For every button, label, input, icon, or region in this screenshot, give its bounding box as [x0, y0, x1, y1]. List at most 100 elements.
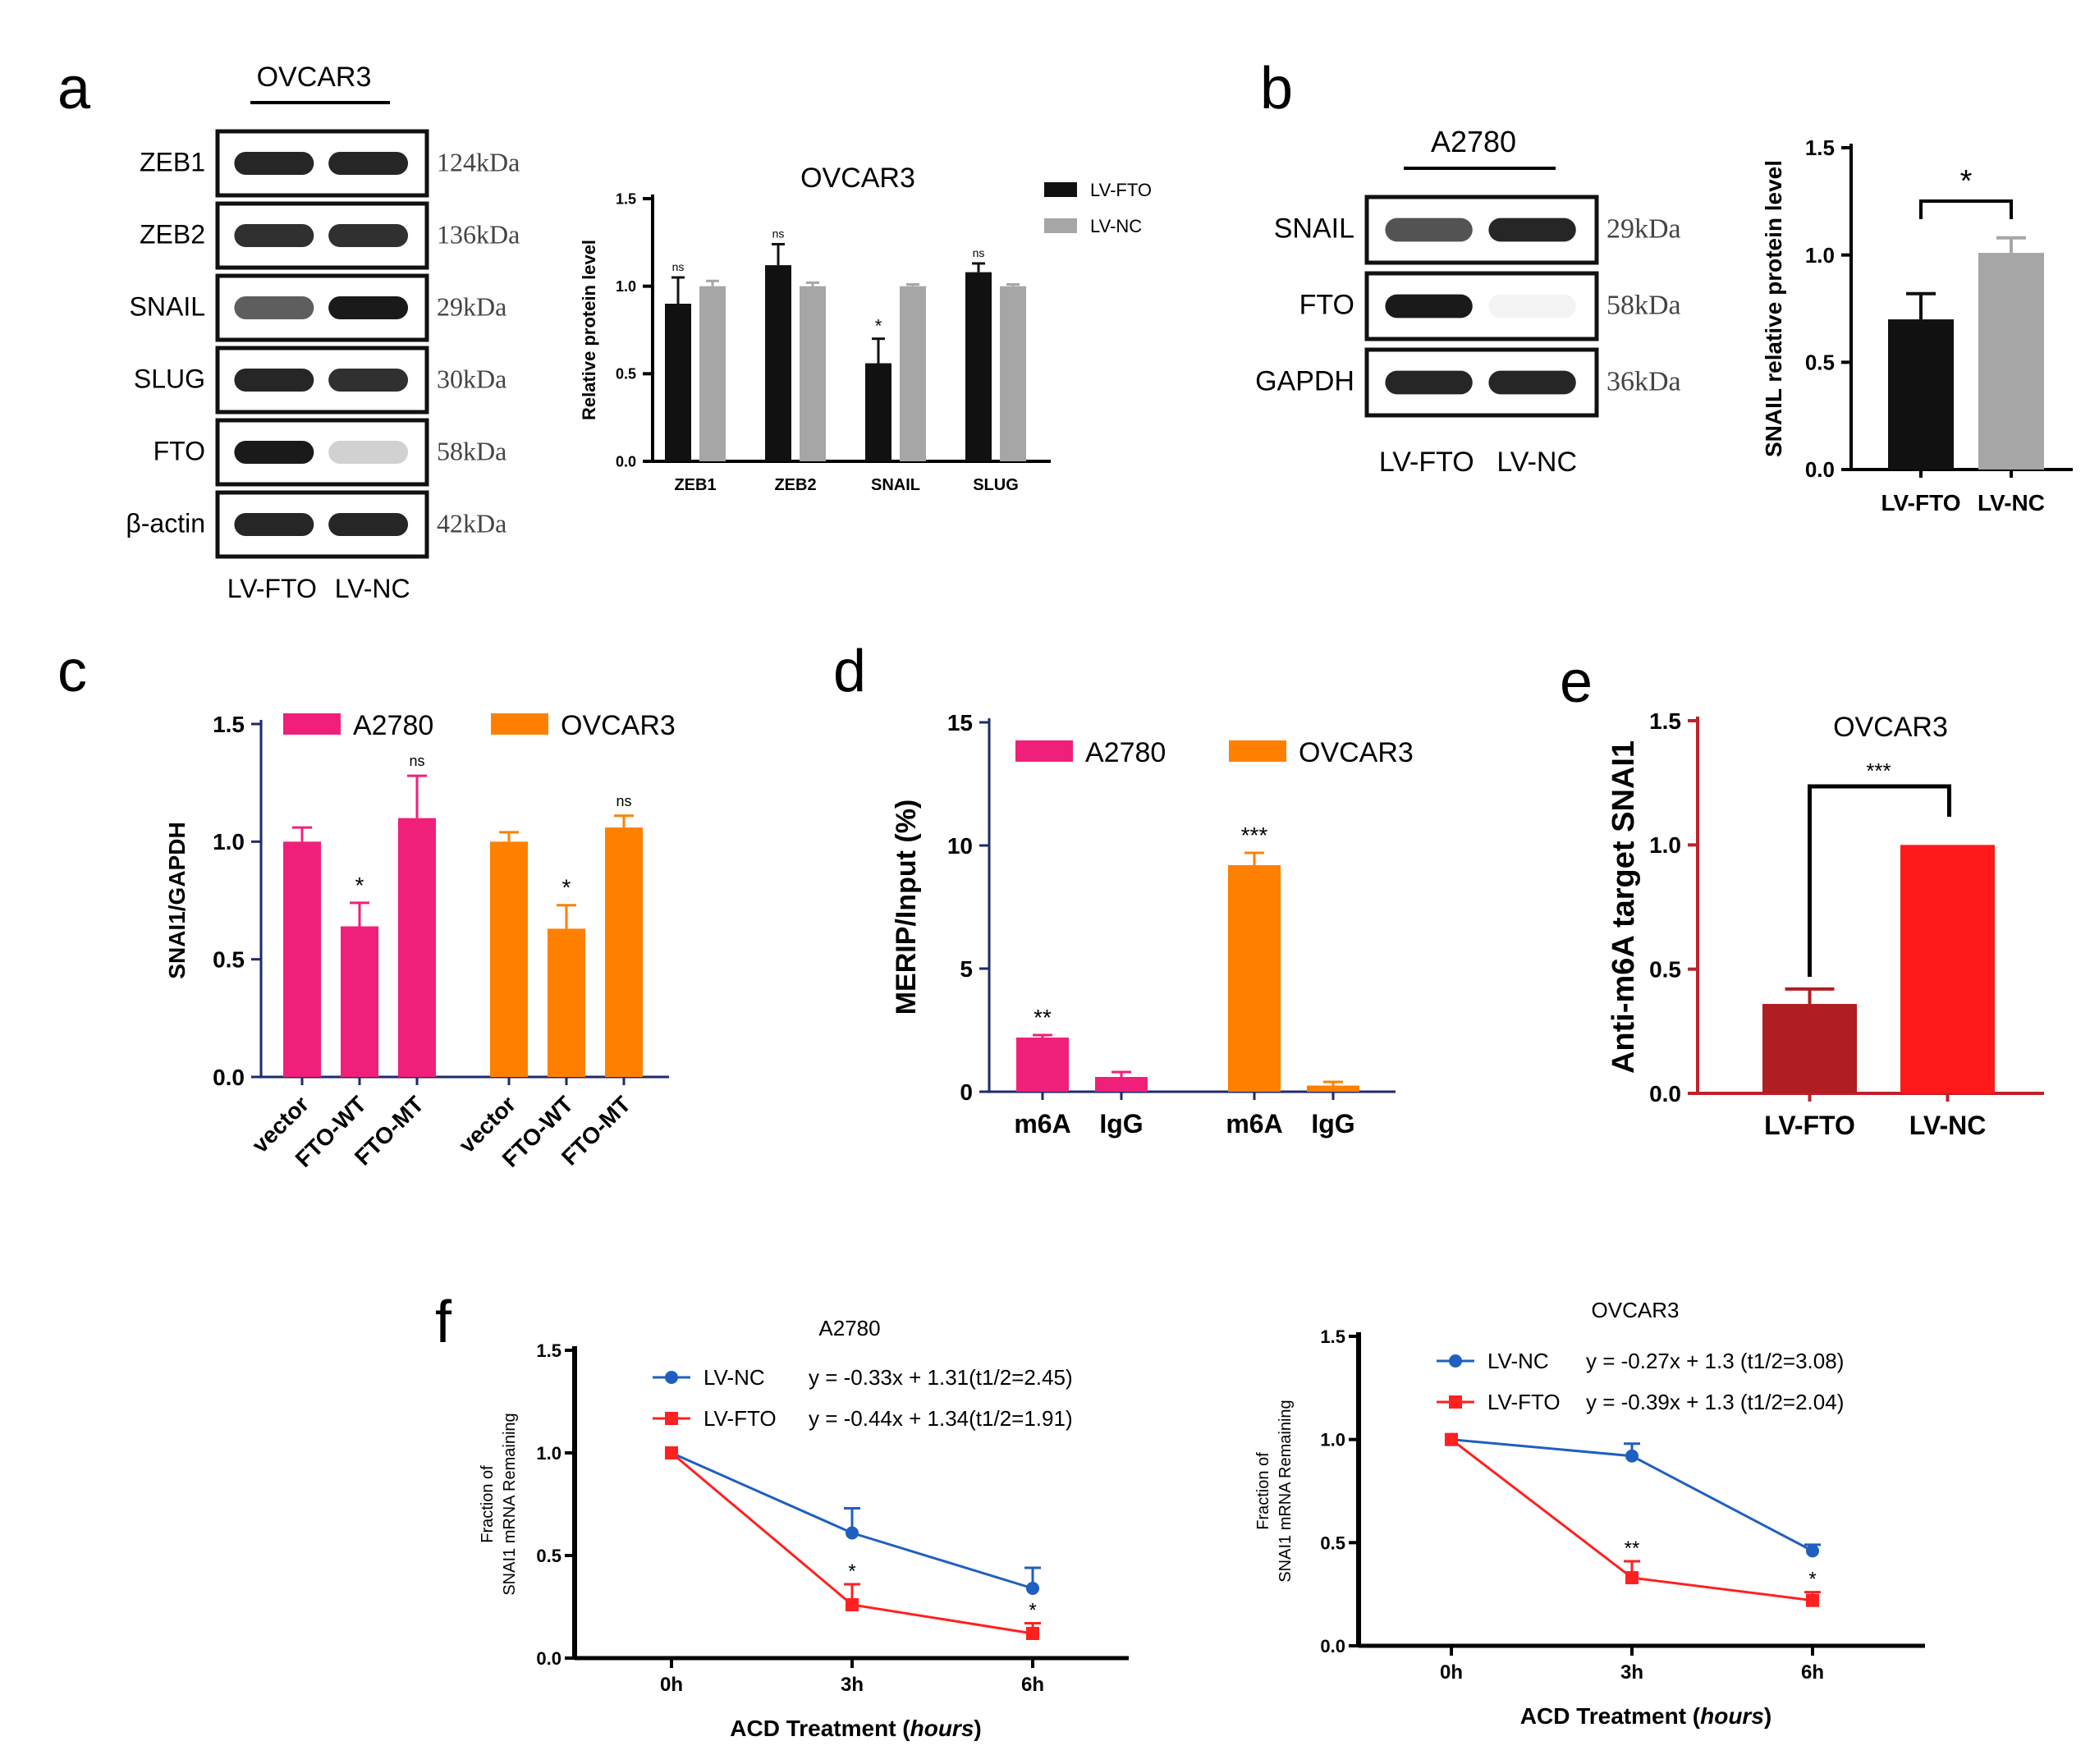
blot-band: [1488, 218, 1576, 242]
y-tick-label: 0.5: [1320, 1533, 1345, 1553]
y-axis-label-line2: SNAI1 mRNA Remaining: [1276, 1400, 1295, 1582]
panel-label-f: f: [435, 1290, 452, 1355]
y-tick-label: 0.5: [1649, 956, 1681, 982]
panel-label-e: e: [1560, 649, 1593, 715]
bar: [1095, 1077, 1148, 1092]
blot-band: [1385, 370, 1473, 395]
legend-marker: [1449, 1354, 1462, 1368]
legend-equation: y = -0.44x + 1.34(t1/2=1.91): [809, 1406, 1073, 1431]
blot-band: [234, 223, 314, 248]
legend-label: OVCAR3: [1299, 737, 1414, 768]
blot-size-label: 30kDa: [437, 364, 506, 393]
blot-protein-label: GAPDH: [1255, 366, 1354, 397]
significance-mark: ns: [616, 793, 631, 809]
blot-protein-label: ZEB1: [140, 147, 205, 176]
y-axis-label: Anti-m6A target SNAI1: [1606, 740, 1641, 1074]
blot-cell-line: A2780: [1431, 125, 1516, 158]
data-point: [1806, 1593, 1819, 1607]
legend-label: LV-FTO: [1487, 1390, 1561, 1414]
significance-mark: **: [1034, 1005, 1052, 1030]
blot-size-label: 29kDa: [1606, 214, 1681, 245]
blot-protein-label: FTO: [154, 436, 205, 465]
y-tick-label: 1.0: [1320, 1430, 1345, 1450]
significance-mark: *: [355, 873, 364, 898]
legend-label: LV-FTO: [1090, 180, 1152, 200]
bar-lv-nc: [699, 286, 726, 461]
y-tick-label: 0.0: [536, 1648, 561, 1669]
y-tick-label: 0.5: [536, 1546, 561, 1566]
y-tick-label: 1.5: [1805, 135, 1835, 160]
y-axis-label: MERIP/Input (%): [891, 800, 922, 1015]
blot-size-label: 124kDa: [437, 147, 520, 176]
legend-label: A2780: [1085, 737, 1166, 768]
blot-band: [1488, 294, 1576, 318]
chart-mrna-decay-ovcar3: OVCAR3 0.0 0.5 1.0 1.5 Fraction of SNAI1 mRNA…: [1254, 1298, 1925, 1729]
blot-band: [1385, 218, 1473, 242]
y-tick-label: 1.5: [536, 1340, 561, 1361]
blot-band: [1385, 294, 1473, 318]
y-tick-label: 1.5: [213, 712, 245, 737]
x-tick-label: ZEB2: [774, 476, 816, 494]
significance-mark: *: [1029, 1600, 1036, 1622]
panel-label-c: c: [57, 639, 87, 704]
significance-mark: ns: [973, 246, 985, 259]
y-axis-label: SNAIL relative protein level: [1761, 160, 1786, 457]
x-tick-label: LV-FTO: [1764, 1111, 1855, 1140]
significance-mark: *: [1960, 164, 1973, 199]
x-tick-label: 0h: [660, 1674, 683, 1696]
y-tick-label: 1.5: [1320, 1326, 1345, 1347]
blot-band: [234, 512, 314, 537]
blot-size-label: 58kDa: [437, 436, 506, 465]
legend-equation: y = -0.39x + 1.3 (t1/2=2.04): [1586, 1390, 1844, 1414]
blot-band: [328, 368, 409, 392]
legend-equation: y = -0.27x + 1.3 (t1/2=3.08): [1586, 1349, 1844, 1373]
legend-equation: y = -0.33x + 1.31(t1/2=2.45): [809, 1365, 1073, 1390]
significance-mark: ***: [1241, 822, 1268, 848]
legend-swatch: [1229, 740, 1286, 762]
data-point: [1445, 1432, 1458, 1446]
x-tick-label: 3h: [1620, 1661, 1643, 1684]
panel-label-b: b: [1260, 56, 1293, 121]
y-tick-label: 0.5: [1805, 350, 1835, 374]
y-tick-label: 10: [947, 833, 973, 859]
x-tick-label: m6A: [1014, 1109, 1070, 1139]
bar-lv-nc: [800, 286, 826, 461]
panel-label-d: d: [833, 639, 866, 704]
blot-size-label: 58kDa: [1606, 291, 1681, 321]
blot-protein-label: SNAIL: [1274, 213, 1354, 245]
y-tick-label: 1.0: [1805, 243, 1835, 268]
bar-lv-nc: [900, 286, 926, 461]
y-tick-label: 0.0: [1649, 1081, 1681, 1107]
significance-mark: ***: [1866, 758, 1891, 783]
data-point: [1625, 1571, 1639, 1585]
bar: [490, 841, 528, 1077]
x-tick-label: 6h: [1801, 1661, 1824, 1684]
legend-label: LV-NC: [1090, 216, 1142, 236]
y-tick-label: 1.0: [536, 1443, 561, 1464]
y-axis-label-line2: SNAI1 mRNA Remaining: [501, 1413, 519, 1595]
bar: [1016, 1038, 1069, 1092]
bar: [1888, 319, 1954, 470]
x-axis-label: ACD Treatment (hours): [1520, 1703, 1771, 1729]
blot-band: [1488, 370, 1576, 395]
y-axis-label-line1: Fraction of: [1254, 1452, 1272, 1530]
legend-swatch: [1044, 218, 1077, 233]
x-tick-label: 0h: [1440, 1661, 1463, 1684]
data-point: [1026, 1627, 1039, 1640]
blot-size-label: 36kDa: [1606, 367, 1681, 397]
chart-ovcar3-relative-protein: OVCAR3 0.0 0.5 1.0 1.5 Relative protein level…: [579, 163, 1152, 494]
blot-protein-label: β-actin: [126, 508, 205, 538]
x-tick-label: LV-NC: [1909, 1111, 1987, 1140]
y-axis-label-line1: Fraction of: [479, 1465, 497, 1543]
legend-label: A2780: [353, 710, 433, 741]
legend-marker: [665, 1412, 678, 1425]
y-tick-label: 1.0: [213, 829, 245, 855]
bar: [1307, 1085, 1359, 1092]
y-tick-label: 0.5: [213, 946, 245, 972]
chart-anti-m6a-snai1: OVCAR3 0.0 0.5 1.0 1.5 Anti-m6A target SNAI1 L…: [1606, 708, 2044, 1140]
legend-marker: [1449, 1395, 1462, 1409]
y-tick-label: 5: [960, 956, 973, 982]
blot-band: [234, 440, 314, 465]
legend-label: LV-NC: [704, 1365, 765, 1390]
blot-protein-label: FTO: [1299, 290, 1354, 321]
